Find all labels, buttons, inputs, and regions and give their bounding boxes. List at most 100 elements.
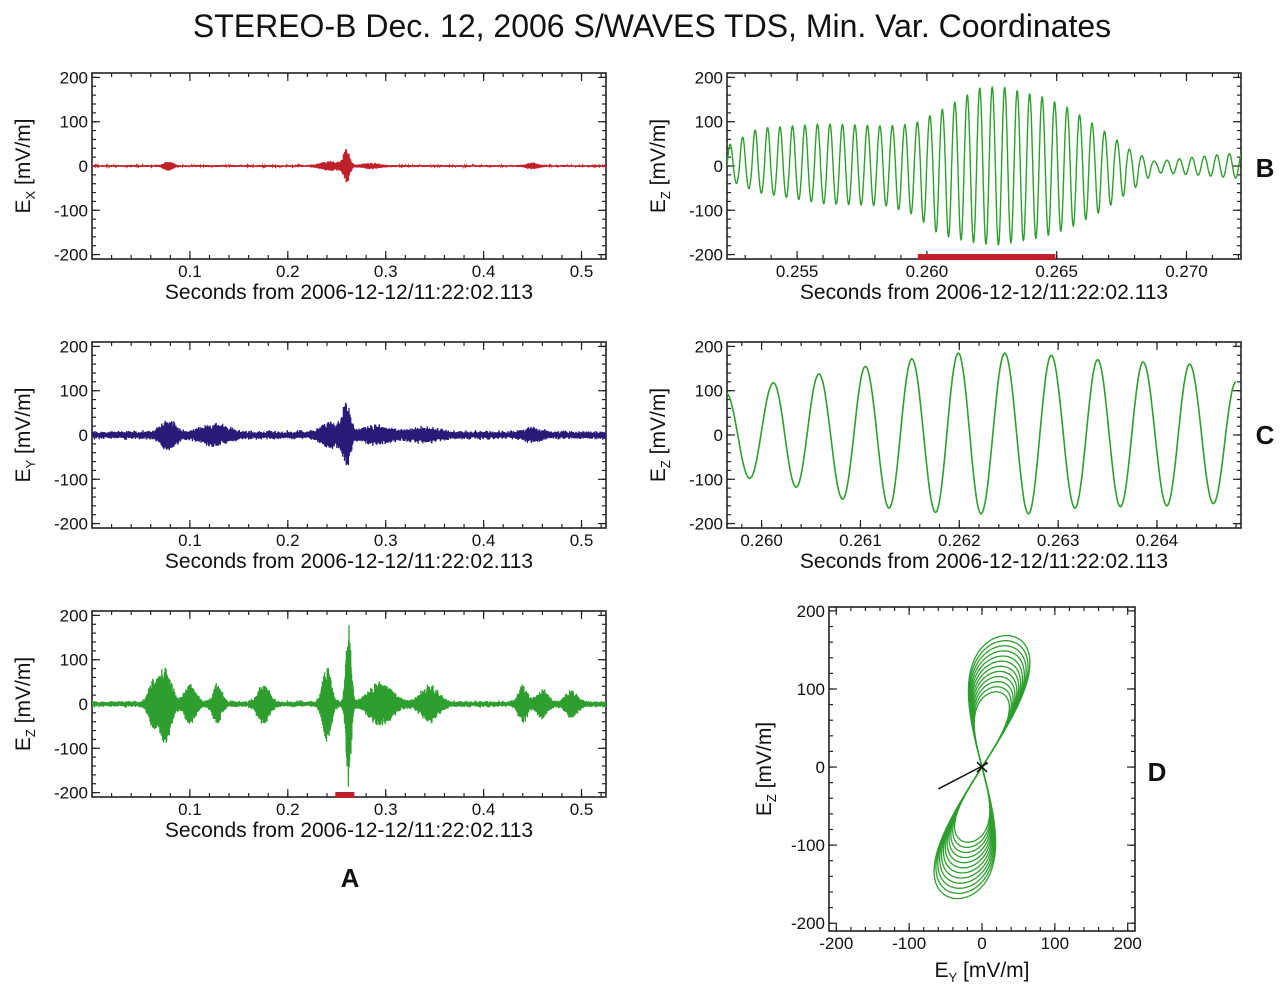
ez-ytick-label: 100 — [60, 651, 88, 670]
hodogram-data — [933, 634, 1031, 900]
ey-xtick-label: 0.3 — [374, 531, 398, 550]
hodogram-minvar-line — [937, 762, 989, 790]
ez_zoom2-series-line — [727, 352, 1237, 515]
ex-xtick-label: 0.5 — [570, 262, 594, 281]
ez_zoom2-ytick-label: -200 — [689, 515, 723, 534]
panel-ez: 0.1 0.2 0.3 0.4 0.5 -200 -100 0 100 200 Seconds fr… — [12, 606, 607, 842]
ez_zoom2-xtick-label: 0.263 — [1037, 531, 1080, 550]
ey-data — [92, 402, 606, 466]
ez-ylabel-main: E — [12, 737, 35, 751]
ey-ylabel: EY [mV/m] — [12, 387, 38, 482]
hodogram-ylabel-main: E — [753, 802, 776, 816]
hodogram-ytick-label: 200 — [797, 602, 825, 621]
hodogram-ylabel-sub: Z — [764, 794, 779, 802]
ez_zoom1-series-line — [727, 85, 1241, 246]
ex-ylabel-unit: [mV/m] — [12, 118, 35, 190]
ey-ylabel-unit: [mV/m] — [12, 387, 35, 459]
ey-ytick-label: 100 — [60, 382, 88, 401]
ez_zoom2-xtick-label: 0.261 — [839, 531, 882, 550]
ez_zoom1-data — [727, 85, 1241, 246]
ex-xtick-label: 0.2 — [276, 262, 300, 281]
ez_zoom1-xtick-label: 0.260 — [906, 262, 949, 281]
ez_zoom2-ylabel-sub: Z — [658, 460, 673, 468]
ez_zoom2-ytick-label: 0 — [714, 426, 723, 445]
ez_zoom1-ytick-label: 200 — [695, 68, 723, 87]
ez_zoom2-data — [727, 352, 1237, 515]
ez-highlight-bar — [335, 792, 355, 798]
hodogram-xlabel-main: E — [934, 959, 948, 982]
panel-label-b: B — [1256, 153, 1275, 183]
ey-ylabel-main: E — [12, 469, 35, 483]
figure-title: STEREO-B Dec. 12, 2006 S/WAVES TDS, Min.… — [193, 8, 1111, 44]
ez-ylabel-sub: Z — [23, 729, 38, 737]
ez_zoom1-ytick-label: 0 — [714, 157, 723, 176]
ex-ytick-label: 0 — [79, 157, 88, 176]
ez_zoom1-ylabel: EZ [mV/m] — [647, 119, 673, 213]
ez_zoom2-ytick-label: 200 — [695, 337, 723, 356]
hodogram-xtick-label: -100 — [892, 934, 926, 953]
ez_zoom1-xtick-label: 0.265 — [1035, 262, 1078, 281]
ey-ytick-label: 200 — [60, 337, 88, 356]
hodogram-xtick-label: -200 — [819, 934, 853, 953]
ez_zoom2-ytick-label: 100 — [695, 382, 723, 401]
ex-xtick-label: 0.4 — [472, 262, 496, 281]
ey-xtick-label: 0.5 — [570, 531, 594, 550]
hodogram-ytick-label: -200 — [791, 914, 825, 933]
ez-xtick-label: 0.1 — [178, 800, 202, 819]
ex-xtick-label: 0.3 — [374, 262, 398, 281]
ex-ytick-label: -200 — [54, 246, 88, 265]
hodogram-ytick-label: 0 — [816, 758, 825, 777]
panel-label-a: A — [341, 863, 360, 893]
ey-series-line — [92, 402, 606, 466]
ez_zoom1-xlabel: Seconds from 2006-12-12/11:22:02.113 — [800, 281, 1168, 304]
ey-ylabel-sub: Y — [23, 460, 38, 469]
ex-ytick-label: -100 — [54, 201, 88, 220]
ez-ylabel: EZ [mV/m] — [12, 657, 38, 751]
ex-xlabel: Seconds from 2006-12-12/11:22:02.113 — [165, 281, 533, 304]
ez_zoom2-ylabel-main: E — [647, 468, 670, 482]
ez_zoom2-xtick-label: 0.260 — [740, 531, 783, 550]
hodogram-ytick-label: -100 — [791, 836, 825, 855]
hodogram-cross-b — [976, 761, 988, 773]
panel-ey: 0.1 0.2 0.3 0.4 0.5 -200 -100 0 100 200 Seconds fr… — [12, 337, 607, 573]
ex-ytick-label: 100 — [60, 113, 88, 132]
ez_zoom1-ytick-label: -200 — [689, 246, 723, 265]
ez-xtick-label: 0.5 — [570, 800, 594, 819]
ey-xtick-label: 0.2 — [276, 531, 300, 550]
ez-ylabel-unit: [mV/m] — [12, 657, 35, 729]
ez_zoom1-ytick-label: -100 — [689, 201, 723, 220]
ex-ylabel-main: E — [12, 200, 35, 214]
ez-data — [92, 625, 606, 787]
panel-ez_zoom2: 0.260 0.261 0.262 0.263 0.264 -200 -100 0 100 200… — [647, 337, 1242, 573]
ez_zoom1-xtick-label: 0.255 — [776, 262, 819, 281]
ez-xtick-label: 0.4 — [472, 800, 496, 819]
ex-ylabel-sub: X — [23, 191, 38, 200]
hodogram-ylabel-unit: [mV/m] — [753, 722, 776, 794]
ez_zoom2-xtick-label: 0.262 — [938, 531, 981, 550]
hodogram-xtick-label: 100 — [1041, 934, 1069, 953]
panel-ez_zoom1: 0.255 0.260 0.265 0.270 -200 -100 0 100 200 Secon… — [647, 68, 1242, 304]
ey-xtick-label: 0.4 — [472, 531, 496, 550]
ez-xtick-label: 0.3 — [374, 800, 398, 819]
ez-xlabel: Seconds from 2006-12-12/11:22:02.113 — [165, 819, 533, 842]
ez_zoom1-ytick-label: 100 — [695, 113, 723, 132]
ez_zoom2-ytick-label: -100 — [689, 470, 723, 489]
ez_zoom1-ylabel-unit: [mV/m] — [647, 119, 670, 191]
ez_zoom2-ylabel-unit: [mV/m] — [647, 388, 670, 460]
panel-label-c: C — [1256, 420, 1275, 450]
ex-series-line — [92, 149, 606, 183]
hodogram-ytick-label: 100 — [797, 680, 825, 699]
ez-ytick-label: 200 — [60, 606, 88, 625]
ez-ytick-label: -100 — [54, 739, 88, 758]
ex-xtick-label: 0.1 — [178, 262, 202, 281]
ex-ylabel: EX [mV/m] — [12, 118, 38, 213]
ez_zoom1-ylabel-main: E — [647, 199, 670, 213]
ez-ytick-label: 0 — [79, 695, 88, 714]
ez_zoom1-ylabel-sub: Z — [658, 191, 673, 199]
ey-ytick-label: -200 — [54, 515, 88, 534]
ez-series-line — [92, 625, 606, 787]
hodogram-xlabel: EY [mV/m] — [934, 959, 1029, 985]
ez_zoom2-ylabel: EZ [mV/m] — [647, 388, 673, 482]
